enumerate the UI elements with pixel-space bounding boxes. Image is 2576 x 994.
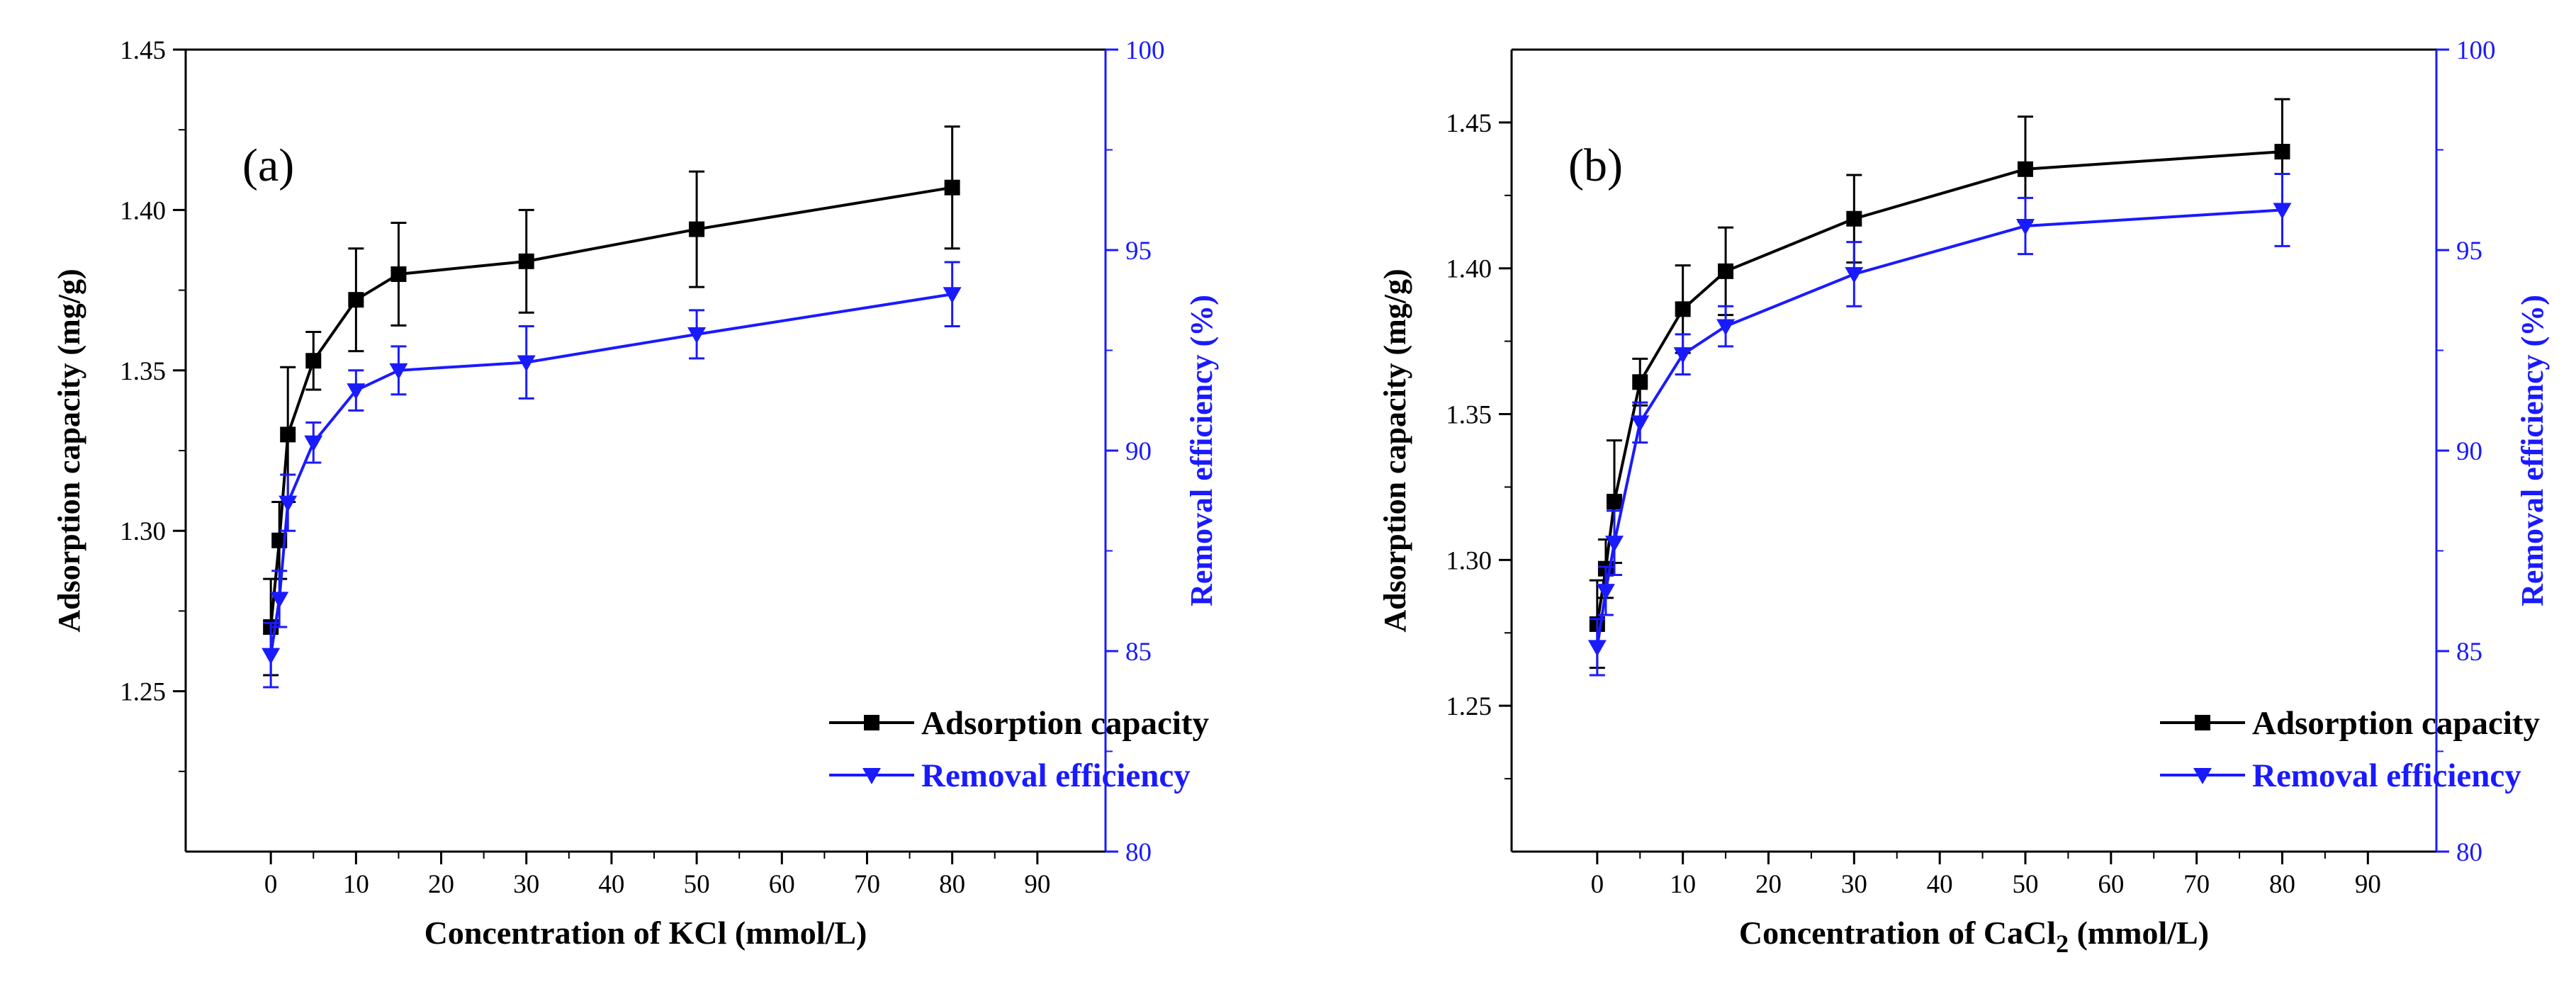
removal-data-point: [1587, 640, 1607, 657]
adsorption-series-line: [269, 186, 952, 628]
x-tick-label: 80: [939, 870, 965, 899]
panel-label: (b): [1568, 140, 1623, 191]
removal-data-point: [1631, 415, 1650, 432]
y2-tick-label: 90: [1125, 437, 1152, 466]
chart-panel-b: 0 10 20 30 40 50 60 70 80 90 1.25 1.30 1.35 1.40 1.45 8…: [1378, 36, 2550, 958]
y2-tick-label: 95: [2456, 237, 2482, 266]
adsorption-series-line: [1595, 150, 2283, 625]
x-tick-label: 40: [598, 870, 624, 899]
legend-adsorption-label: Adsorption capacity: [2252, 705, 2541, 742]
y-tick-label: 1.45: [1446, 109, 1492, 138]
x-tick-label: 20: [428, 870, 454, 899]
x-tick-label: 30: [1841, 870, 1867, 899]
removal-data-point: [517, 355, 536, 372]
x-tick-label: 80: [2269, 870, 2295, 899]
y-axis-label: Adsorption capacity (mg/g): [52, 269, 86, 632]
x-tick-label: 40: [1927, 870, 1953, 899]
removal-data-point: [270, 592, 289, 609]
adsorption-data-point: [1846, 210, 1862, 227]
x-tick-label: 10: [1670, 870, 1696, 899]
removal-data-point: [347, 383, 366, 400]
y-tick-label: 1.30: [1446, 546, 1492, 575]
adsorption-data-point: [518, 253, 534, 269]
y-tick-label: 1.35: [120, 357, 166, 386]
x-tick-label: 70: [854, 870, 880, 899]
adsorption-data-point: [390, 266, 407, 282]
adsorption-data-point: [1632, 374, 1648, 390]
x-tick-label: 10: [343, 870, 369, 899]
adsorption-data-point: [348, 292, 364, 308]
adsorption-data-point: [2018, 161, 2033, 177]
adsorption-data-point: [1607, 494, 1622, 510]
x-axis-label: Concentration of KCl (mmol/L): [424, 915, 867, 951]
y2-axis-label: Removal efficiency (%): [1184, 295, 1219, 606]
x-tick-label: 60: [769, 870, 795, 899]
legend-adsorption-label: Adsorption capacity: [921, 705, 1210, 742]
x-tick-label: 30: [513, 870, 539, 899]
removal-data-point: [304, 435, 323, 452]
y2-axis-label: Removal efficiency (%): [2515, 295, 2550, 606]
legend-adsorption-marker: [2195, 715, 2210, 730]
legend-removal-label: Removal efficiency: [921, 757, 1191, 794]
legend-removal-marker: [2193, 768, 2212, 784]
y2-tick-label: 85: [1125, 638, 1152, 667]
removal-data-point: [1845, 266, 1864, 283]
removal-series-line: [1595, 208, 2283, 648]
y-axis-label: Adsorption capacity (mg/g): [1378, 269, 1412, 632]
removal-data-point: [943, 287, 962, 304]
legend-removal-label: Removal efficiency: [2252, 757, 2521, 794]
removal-data-point: [279, 495, 298, 512]
x-tick-label: 50: [2013, 870, 2039, 899]
legend-adsorption-marker: [864, 715, 879, 730]
x-tick-label: 90: [2355, 870, 2381, 899]
removal-data-point: [1596, 584, 1615, 601]
y-tick-label: 1.35: [1446, 401, 1492, 430]
y-tick-label: 1.30: [120, 517, 166, 546]
legend-removal-marker: [862, 768, 881, 784]
y2-tick-label: 95: [1125, 237, 1152, 266]
removal-data-point: [1605, 536, 1624, 553]
x-tick-label: 60: [2098, 870, 2124, 899]
x-axis-label: Concentration of CaCl2 (mmol/L): [1739, 915, 2209, 958]
x-tick-label: 0: [1591, 870, 1604, 899]
removal-data-point: [687, 327, 707, 344]
removal-data-point: [1673, 347, 1692, 364]
removal-data-point: [389, 363, 408, 380]
y-tick-label: 1.25: [1446, 692, 1492, 721]
y2-tick-label: 90: [2456, 437, 2482, 466]
chart-panel-a: 0 10 20 30 40 50 60 70 80 90 1.25 1.30 1.35 1.40 1.45 8…: [52, 36, 1219, 951]
y-tick-label: 1.40: [1446, 255, 1492, 284]
panel-label: (a): [242, 140, 294, 191]
adsorption-data-point: [1675, 301, 1691, 317]
adsorption-data-point: [1718, 263, 1734, 279]
x-tick-label: 0: [264, 870, 278, 899]
x-tick-label: 90: [1024, 870, 1050, 899]
removal-data-point: [1716, 319, 1736, 336]
removal-data-point: [2016, 219, 2035, 236]
adsorption-data-point: [305, 353, 322, 369]
y2-tick-label: 80: [1125, 838, 1152, 867]
x-axis-label-suffix: (mmol/L): [2069, 915, 2209, 951]
y2-tick-label: 80: [2456, 838, 2482, 867]
removal-series-line: [269, 293, 952, 655]
adsorption-data-point: [689, 221, 705, 237]
x-tick-label: 20: [1755, 870, 1782, 899]
x-tick-label: 70: [2183, 870, 2210, 899]
x-tick-label: 50: [684, 870, 710, 899]
y-tick-label: 1.25: [120, 678, 166, 707]
adsorption-data-point: [2274, 144, 2290, 160]
removal-data-point: [2273, 203, 2292, 220]
y-tick-label: 1.40: [120, 196, 166, 225]
x-axis-label-subscript: 2: [2056, 930, 2069, 958]
y-tick-label: 1.45: [120, 36, 166, 65]
removal-data-point: [261, 648, 281, 665]
y2-tick-label: 100: [1125, 36, 1165, 65]
y2-tick-label: 85: [2456, 638, 2482, 667]
y2-tick-label: 100: [2456, 36, 2496, 65]
adsorption-data-point: [280, 427, 296, 443]
adsorption-data-point: [944, 179, 960, 196]
